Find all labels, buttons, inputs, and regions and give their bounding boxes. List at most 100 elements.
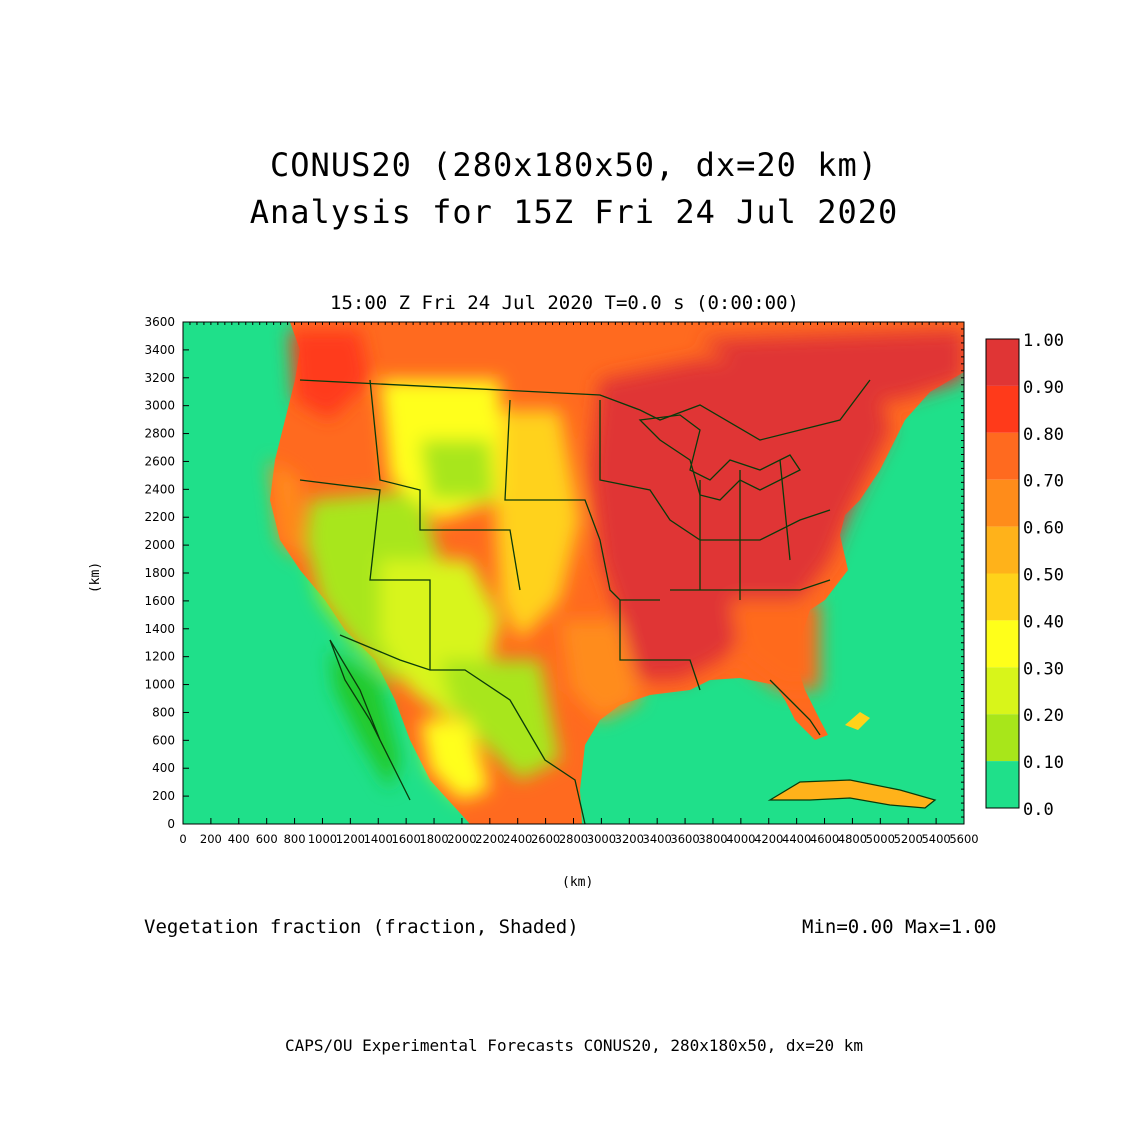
x-tick-label: 4800 <box>838 832 867 846</box>
x-tick-label: 4200 <box>754 832 783 846</box>
x-tick-label: 5400 <box>921 832 950 846</box>
colorbar-swatch <box>986 667 1019 715</box>
y-tick-label: 3600 <box>144 315 175 329</box>
y-tick-label: 2400 <box>144 482 175 496</box>
x-tick-label: 800 <box>284 832 306 846</box>
y-tick-label: 600 <box>152 733 175 747</box>
northeast-canada-high <box>700 330 964 400</box>
x-tick-label: 3400 <box>643 832 672 846</box>
y-tick-label: 1400 <box>144 622 175 636</box>
x-tick-label: 400 <box>228 832 250 846</box>
cuba-outline <box>767 779 937 809</box>
chart-title-line2: Analysis for 15Z Fri 24 Jul 2020 <box>249 193 899 231</box>
y-tick-label: 2800 <box>144 427 175 441</box>
colorbar-frame <box>985 338 1020 809</box>
colorbar-swatch <box>986 714 1019 762</box>
colorbar-label: 0.90 <box>1023 378 1064 398</box>
colorbar-swatch <box>986 620 1019 668</box>
x-tick-label: 0 <box>179 832 186 846</box>
valid-time-subtitle: 15:00 Z Fri 24 Jul 2020 T=0.0 s (0:00:00… <box>330 292 799 314</box>
colorbar-label: 0.30 <box>1023 659 1064 679</box>
x-tick-label: 1800 <box>419 832 448 846</box>
colorbar-swatch <box>986 432 1019 480</box>
chart-title-line1: CONUS20 (280x180x50, dx=20 km) <box>270 146 878 184</box>
y-tick-label: 1200 <box>144 650 175 664</box>
colorbar-label: 0.40 <box>1023 612 1064 632</box>
plains-yellow <box>495 410 580 640</box>
colorbar-swatch <box>986 526 1019 574</box>
y-tick-label: 1800 <box>144 566 175 580</box>
x-tick-label: 1600 <box>392 832 421 846</box>
colorbar-swatch <box>986 573 1019 621</box>
x-tick-label: 2000 <box>447 832 476 846</box>
y-tick-label: 3000 <box>144 399 175 413</box>
colorbar-label: 0.20 <box>1023 706 1064 726</box>
x-tick-label: 4600 <box>810 832 839 846</box>
variable-name: Vegetation fraction (fraction, Shaded) <box>144 916 579 938</box>
y-tick-label: 3400 <box>144 343 175 357</box>
colorbar-label: 0.70 <box>1023 472 1064 492</box>
y-tick-label: 400 <box>152 761 175 775</box>
y-tick-label: 200 <box>152 789 175 803</box>
colorbar-label: 0.50 <box>1023 566 1064 586</box>
mexico-plateau-green <box>440 660 560 780</box>
x-tick-label: 1400 <box>364 832 393 846</box>
x-tick-label: 5200 <box>894 832 923 846</box>
colorbar-label: 0.10 <box>1023 753 1064 773</box>
colorbar-swatch <box>986 339 1019 386</box>
california-coast-orange <box>270 460 300 560</box>
y-axis: 0 200 400 600 800 1000 1200 1400 1600 1800 2000 220… <box>144 315 964 831</box>
y-tick-label: 0 <box>167 817 175 831</box>
x-tick-label: 600 <box>256 832 278 846</box>
us-mexico-border <box>339 634 586 824</box>
colorbar-legend: 1.00 0.90 0.80 0.70 0.60 0.50 0.40 0.30 0.20 0.10… <box>985 331 1064 820</box>
great-lakes <box>638 414 801 501</box>
colorbar-swatch <box>986 761 1019 808</box>
x-tick-label: 2800 <box>559 832 588 846</box>
state-line-1 <box>369 379 521 591</box>
state-and-country-boundaries <box>299 379 937 824</box>
min-max-readout: Min=0.00 Max=1.00 <box>802 916 997 938</box>
x-tick-label: 3800 <box>698 832 727 846</box>
colorbar-label: 0.80 <box>1023 425 1064 445</box>
sierra-madre-yellow <box>420 720 490 800</box>
y-tick-label: 2000 <box>144 538 175 552</box>
x-tick-label: 4000 <box>726 832 755 846</box>
y-tick-label: 800 <box>152 705 175 719</box>
southeast-orange <box>730 600 820 690</box>
x-tick-label: 2200 <box>475 832 504 846</box>
x-tick-label: 2600 <box>531 832 560 846</box>
x-tick-label: 5600 <box>949 832 978 846</box>
y-tick-label: 1600 <box>144 594 175 608</box>
state-line-4 <box>599 400 831 541</box>
y-tick-label: 3200 <box>144 371 175 385</box>
x-tick-label: 4400 <box>782 832 811 846</box>
x-tick-label: 3200 <box>615 832 644 846</box>
x-tick-label: 1000 <box>308 832 337 846</box>
x-axis: 0 200 400 600 800 100012001400160018002000220… <box>179 322 979 846</box>
pacific-northwest-red <box>290 330 370 420</box>
colorbar-label: 0.0 <box>1023 800 1054 820</box>
x-tick-label: 3600 <box>670 832 699 846</box>
colorbar-swatch <box>986 385 1019 433</box>
map-plot-area <box>183 322 964 824</box>
state-line-6 <box>670 579 831 591</box>
colorbar-label: 0.60 <box>1023 519 1064 539</box>
us-canada-border <box>299 379 871 441</box>
x-tick-label: 1200 <box>336 832 365 846</box>
x-tick-label: 5000 <box>866 832 895 846</box>
colorbar-label: 1.00 <box>1023 331 1064 351</box>
florida-peninsula <box>769 679 821 736</box>
wyoming-green <box>420 440 495 500</box>
footer-credit: CAPS/OU Experimental Forecasts CONUS20, … <box>285 1036 863 1055</box>
x-tick-label: 2400 <box>503 832 532 846</box>
state-line-5 <box>619 600 701 691</box>
x-tick-label: 3000 <box>587 832 616 846</box>
bahamas-islands <box>845 712 870 730</box>
state-line-2 <box>299 479 431 670</box>
cuba-island <box>770 780 935 808</box>
y-tick-label: 1000 <box>144 678 175 692</box>
y-tick-label: 2600 <box>144 454 175 468</box>
y-tick-label: 2200 <box>144 510 175 524</box>
